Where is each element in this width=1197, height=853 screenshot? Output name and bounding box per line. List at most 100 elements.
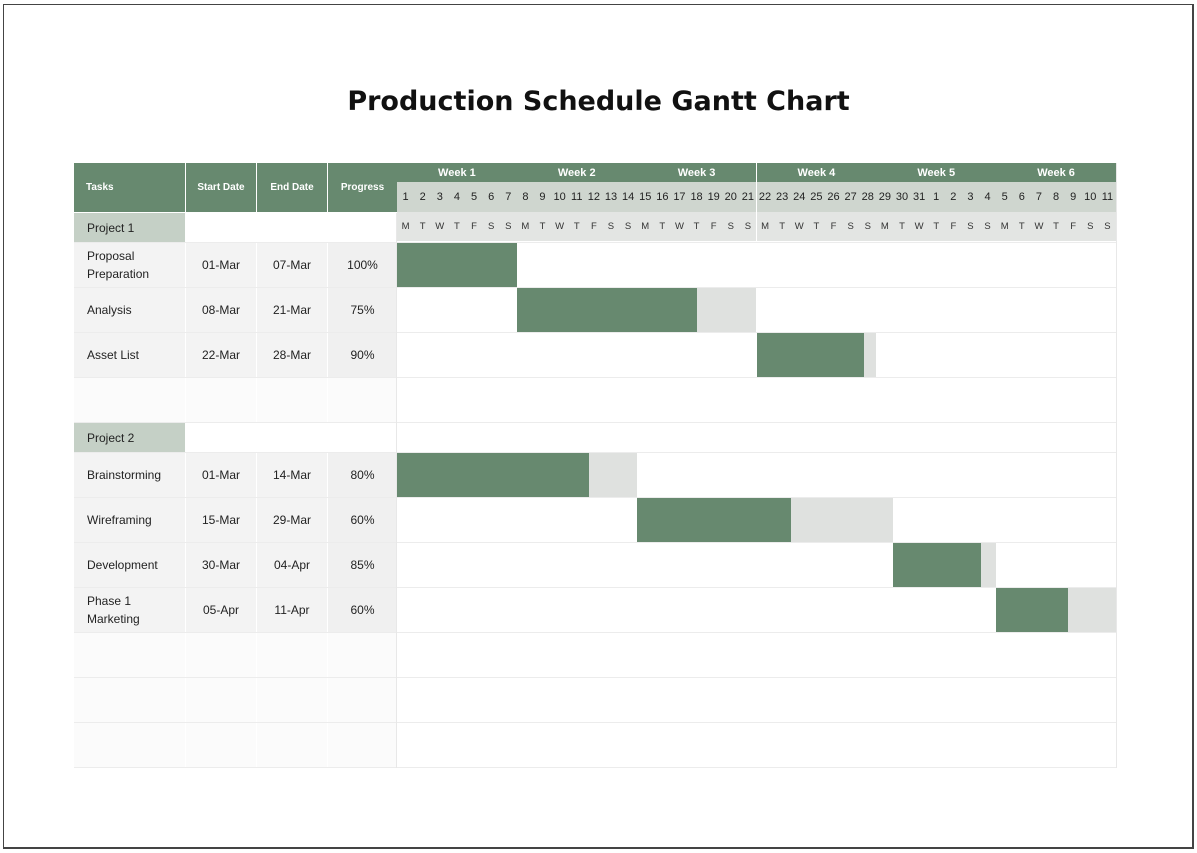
day-letter: S: [1081, 212, 1099, 241]
day-letter: M: [397, 212, 415, 241]
day-number: 1: [397, 182, 415, 212]
day-letter: F: [705, 212, 723, 241]
day-number: 3: [961, 182, 980, 212]
day-number: 17: [670, 182, 688, 212]
day-letter: W: [551, 212, 569, 241]
day-letter: T: [414, 212, 432, 241]
day-letter: T: [568, 212, 586, 241]
day-letter: S: [1098, 212, 1116, 241]
day-number: 1: [927, 182, 945, 212]
timeline-right-border: [1116, 163, 1117, 768]
row-divider: [74, 452, 1116, 453]
empty-cell: [328, 423, 397, 452]
progress-value: 80%: [328, 453, 397, 497]
day-letter: S: [979, 212, 997, 241]
day-number: 4: [979, 182, 997, 212]
day-letter: T: [807, 212, 825, 241]
day-number: 8: [516, 182, 534, 212]
start-date: 05-Apr: [186, 588, 256, 632]
day-letter: W: [431, 212, 449, 241]
task-name: Analysis: [74, 288, 185, 332]
day-number: 9: [1064, 182, 1082, 212]
progress-value: 100%: [328, 243, 397, 287]
end-date: 28-Mar: [257, 333, 327, 377]
empty-cell: [257, 723, 327, 767]
row-divider: [74, 677, 1116, 678]
day-number: 31: [910, 182, 928, 212]
day-number: 15: [636, 182, 654, 212]
page-title: Production Schedule Gantt Chart: [347, 86, 850, 117]
progress-header: Progress: [328, 163, 397, 212]
empty-cell: [186, 213, 256, 242]
day-letter: S: [602, 212, 620, 241]
empty-cell: [186, 678, 256, 722]
day-number: 25: [807, 182, 825, 212]
empty-cell: [74, 633, 185, 677]
task-name: Development: [74, 543, 185, 587]
row-divider: [74, 722, 1116, 723]
day-number: 9: [533, 182, 552, 212]
gantt-bar-completed: [397, 243, 517, 287]
row-divider: [74, 587, 1116, 588]
day-number: 19: [705, 182, 723, 212]
day-number: 11: [568, 182, 586, 212]
end-date-header: End Date: [257, 163, 327, 212]
day-number: 7: [1030, 182, 1048, 212]
tasks-header: Tasks: [74, 163, 185, 212]
day-letter: F: [465, 212, 483, 241]
day-letter: T: [448, 212, 466, 241]
day-number: 6: [1013, 182, 1031, 212]
day-number: 26: [824, 182, 843, 212]
day-number: 2: [414, 182, 432, 212]
day-letter: S: [499, 212, 517, 241]
day-number: 11: [1098, 182, 1116, 212]
day-number: 12: [585, 182, 603, 212]
day-letter: F: [944, 212, 962, 241]
timeline-left-border: [396, 213, 397, 768]
gantt-bar-completed: [636, 498, 791, 542]
day-letter: M: [516, 212, 534, 241]
day-letter: T: [773, 212, 791, 241]
end-date: 04-Apr: [257, 543, 327, 587]
day-letter: S: [859, 212, 877, 241]
progress-value: 60%: [328, 498, 397, 542]
day-number: 3: [431, 182, 449, 212]
start-date: 22-Mar: [186, 333, 256, 377]
week-label: Week 3: [636, 163, 757, 182]
empty-cell: [257, 423, 327, 452]
day-letter: T: [653, 212, 671, 241]
day-letter: W: [670, 212, 688, 241]
start-date: 01-Mar: [186, 453, 256, 497]
empty-cell: [74, 723, 185, 767]
day-letter: T: [1013, 212, 1031, 241]
day-number: 29: [876, 182, 894, 212]
progress-value: 75%: [328, 288, 397, 332]
day-number: 18: [688, 182, 706, 212]
progress-value: 60%: [328, 588, 397, 632]
day-letter: T: [1047, 212, 1065, 241]
day-letter: F: [1064, 212, 1082, 241]
day-letter: F: [824, 212, 843, 241]
task-name: Brainstorming: [74, 453, 185, 497]
empty-cell: [186, 423, 256, 452]
day-letter: S: [739, 212, 757, 241]
progress-value: 90%: [328, 333, 397, 377]
day-letter: W: [910, 212, 928, 241]
gantt-bar-completed: [996, 588, 1069, 632]
gantt-bar-completed: [516, 288, 697, 332]
empty-cell: [328, 633, 397, 677]
gantt-bar-completed: [893, 543, 981, 587]
day-letter: S: [842, 212, 860, 241]
row-divider: [74, 332, 1116, 333]
day-letter: T: [688, 212, 706, 241]
day-number: 24: [790, 182, 808, 212]
progress-value: 85%: [328, 543, 397, 587]
empty-cell: [74, 378, 185, 422]
day-letter: M: [876, 212, 894, 241]
day-letter: S: [961, 212, 980, 241]
row-divider: [74, 377, 1116, 378]
day-number: 16: [653, 182, 671, 212]
row-divider: [74, 287, 1116, 288]
day-number: 10: [551, 182, 569, 212]
day-number: 20: [722, 182, 740, 212]
